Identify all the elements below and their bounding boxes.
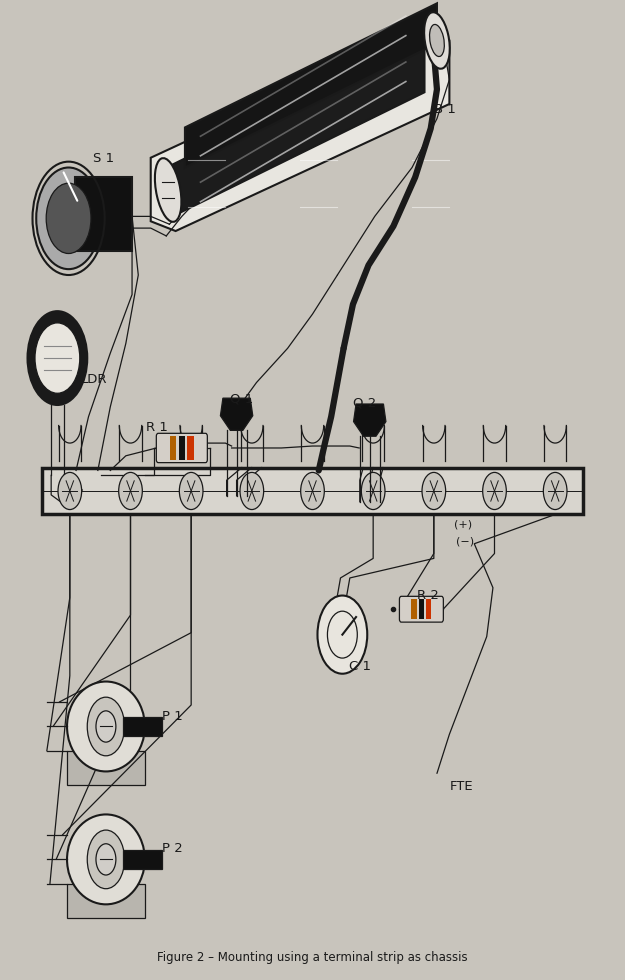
Text: (−): (−)	[456, 537, 474, 547]
Bar	[188, 436, 194, 460]
Circle shape	[96, 844, 116, 875]
Bar	[419, 599, 424, 619]
Ellipse shape	[429, 24, 444, 57]
Text: (+): (+)	[454, 519, 472, 529]
Polygon shape	[354, 404, 386, 436]
Bar	[411, 599, 417, 619]
Polygon shape	[185, 3, 437, 168]
Circle shape	[58, 472, 82, 510]
Text: R 1: R 1	[146, 421, 168, 434]
Text: S 1: S 1	[94, 152, 114, 165]
Circle shape	[35, 322, 80, 393]
Ellipse shape	[155, 158, 181, 221]
Bar	[42, 467, 583, 514]
FancyBboxPatch shape	[399, 596, 443, 622]
FancyBboxPatch shape	[75, 177, 132, 251]
Text: LDR: LDR	[81, 372, 107, 385]
Ellipse shape	[67, 814, 145, 905]
Ellipse shape	[424, 12, 450, 69]
Circle shape	[36, 168, 101, 270]
Bar	[123, 716, 162, 736]
Polygon shape	[173, 40, 424, 217]
Text: R 2: R 2	[417, 589, 439, 603]
Text: P 2: P 2	[162, 842, 182, 855]
Text: Figure 2 – Mounting using a terminal strip as chassis: Figure 2 – Mounting using a terminal str…	[158, 951, 468, 963]
Bar	[123, 850, 162, 869]
Text: Q 1: Q 1	[230, 392, 253, 405]
Polygon shape	[221, 398, 253, 430]
FancyBboxPatch shape	[156, 433, 208, 463]
Circle shape	[46, 183, 91, 254]
Circle shape	[318, 596, 368, 673]
Text: B 1: B 1	[434, 103, 456, 116]
FancyBboxPatch shape	[68, 884, 144, 918]
Circle shape	[88, 697, 124, 756]
Circle shape	[179, 472, 203, 510]
Circle shape	[240, 472, 264, 510]
Circle shape	[482, 472, 506, 510]
Circle shape	[422, 472, 446, 510]
Text: Q 2: Q 2	[353, 397, 376, 410]
Text: P 1: P 1	[162, 710, 182, 722]
Ellipse shape	[67, 681, 145, 771]
Bar	[170, 436, 176, 460]
Circle shape	[543, 472, 567, 510]
Text: FTE: FTE	[449, 780, 473, 793]
Circle shape	[119, 472, 142, 510]
Circle shape	[301, 472, 324, 510]
Circle shape	[96, 710, 116, 742]
FancyBboxPatch shape	[68, 751, 144, 785]
Circle shape	[88, 830, 124, 889]
Text: C 1: C 1	[349, 660, 371, 673]
Bar	[426, 599, 431, 619]
Bar	[179, 436, 185, 460]
Circle shape	[361, 472, 385, 510]
Polygon shape	[151, 30, 449, 231]
Circle shape	[28, 312, 88, 405]
